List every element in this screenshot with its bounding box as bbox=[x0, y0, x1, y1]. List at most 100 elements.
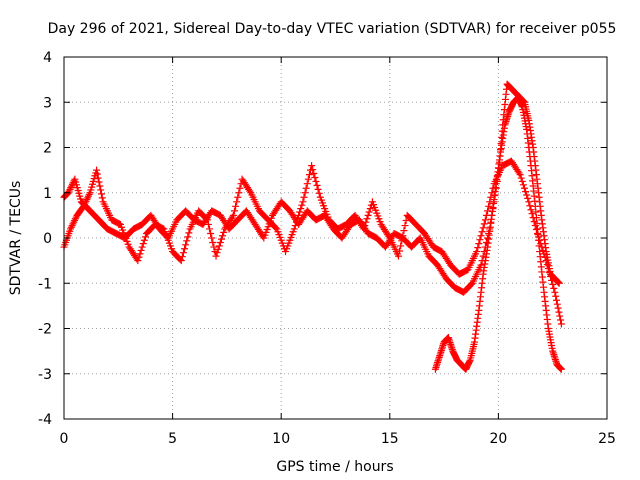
data-point bbox=[80, 201, 88, 209]
data-point bbox=[297, 205, 305, 213]
y-axis-label: SDTVAR / TECUs bbox=[8, 181, 24, 296]
data-point bbox=[210, 243, 218, 251]
data-point bbox=[228, 213, 236, 221]
data-point bbox=[309, 166, 317, 174]
data-point bbox=[95, 178, 103, 186]
data-point bbox=[94, 174, 102, 182]
data-point bbox=[473, 248, 481, 256]
series-2 bbox=[60, 157, 565, 328]
data-point bbox=[291, 222, 299, 230]
data-point bbox=[137, 246, 145, 254]
data-point bbox=[185, 229, 193, 237]
data-point bbox=[232, 202, 240, 210]
data-point bbox=[93, 166, 101, 174]
data-point bbox=[70, 218, 78, 226]
data-point bbox=[296, 208, 304, 216]
data-points bbox=[60, 80, 565, 373]
data-point bbox=[555, 308, 563, 316]
y-tick-label: -1 bbox=[38, 276, 52, 292]
data-point bbox=[207, 229, 215, 237]
data-point bbox=[236, 184, 244, 192]
data-point bbox=[542, 257, 550, 265]
data-point bbox=[539, 246, 547, 254]
data-point bbox=[177, 257, 185, 265]
data-point bbox=[528, 210, 536, 218]
y-tick-label: 1 bbox=[43, 186, 52, 202]
data-point bbox=[385, 232, 393, 240]
data-point bbox=[479, 224, 487, 232]
data-point bbox=[557, 365, 565, 373]
data-point bbox=[70, 177, 78, 185]
data-point bbox=[138, 243, 146, 251]
data-point bbox=[71, 216, 79, 224]
data-point bbox=[235, 189, 243, 197]
data-point bbox=[486, 198, 494, 206]
data-point bbox=[213, 249, 221, 257]
data-point bbox=[96, 182, 104, 190]
data-point bbox=[66, 185, 74, 193]
data-point bbox=[553, 296, 561, 304]
data-point bbox=[141, 233, 149, 241]
data-point bbox=[206, 225, 214, 233]
data-point bbox=[212, 252, 220, 260]
data-point bbox=[298, 201, 306, 209]
data-point bbox=[65, 187, 73, 195]
data-point bbox=[550, 284, 558, 292]
data-point bbox=[292, 218, 300, 226]
data-point bbox=[515, 169, 523, 177]
x-tick-label: 10 bbox=[272, 431, 290, 447]
data-point bbox=[300, 193, 308, 201]
data-point bbox=[220, 228, 228, 236]
data-point bbox=[518, 177, 526, 185]
data-point bbox=[555, 279, 563, 287]
data-point bbox=[80, 202, 88, 210]
data-point bbox=[312, 177, 320, 185]
data-point bbox=[246, 187, 254, 195]
data-point bbox=[517, 174, 525, 182]
y-tick-label: 3 bbox=[43, 95, 52, 111]
data-point bbox=[67, 225, 75, 233]
data-point bbox=[183, 237, 191, 245]
data-point bbox=[363, 215, 371, 223]
data-point bbox=[217, 235, 225, 243]
axis-ticks: 0 5 10 15 20 25 -4 -3 -2 -1 0 1 2 3 4 bbox=[38, 50, 616, 447]
data-point bbox=[98, 194, 106, 202]
data-point bbox=[557, 320, 565, 328]
data-point bbox=[551, 288, 559, 296]
data-point bbox=[308, 162, 316, 170]
data-point bbox=[182, 241, 190, 249]
data-point bbox=[97, 186, 105, 194]
data-point bbox=[181, 245, 189, 253]
data-point bbox=[485, 202, 493, 210]
data-point bbox=[204, 220, 212, 228]
data-point bbox=[477, 232, 485, 240]
data-point bbox=[549, 280, 557, 288]
data-point bbox=[305, 171, 313, 179]
data-point bbox=[544, 265, 552, 273]
data-point bbox=[362, 218, 370, 226]
data-point bbox=[178, 253, 186, 261]
data-point bbox=[365, 208, 373, 216]
data-point bbox=[554, 304, 562, 312]
y-tick-label: 2 bbox=[43, 141, 52, 157]
x-axis-label: GPS time / hours bbox=[276, 459, 393, 475]
y-tick-label: 4 bbox=[43, 50, 52, 66]
data-point bbox=[304, 175, 312, 183]
data-point bbox=[315, 189, 323, 197]
data-point bbox=[81, 199, 89, 207]
data-point bbox=[525, 198, 533, 206]
data-point bbox=[543, 261, 551, 269]
y-tick-label: -4 bbox=[38, 412, 52, 428]
x-tick-label: 5 bbox=[168, 431, 177, 447]
y-tick-label: 0 bbox=[43, 231, 52, 247]
data-point bbox=[478, 228, 486, 236]
data-point bbox=[272, 224, 280, 232]
data-point bbox=[93, 170, 101, 178]
data-point bbox=[520, 184, 528, 192]
data-point bbox=[136, 250, 144, 258]
data-point bbox=[219, 232, 227, 240]
data-point bbox=[82, 197, 90, 205]
data-point bbox=[69, 220, 77, 228]
